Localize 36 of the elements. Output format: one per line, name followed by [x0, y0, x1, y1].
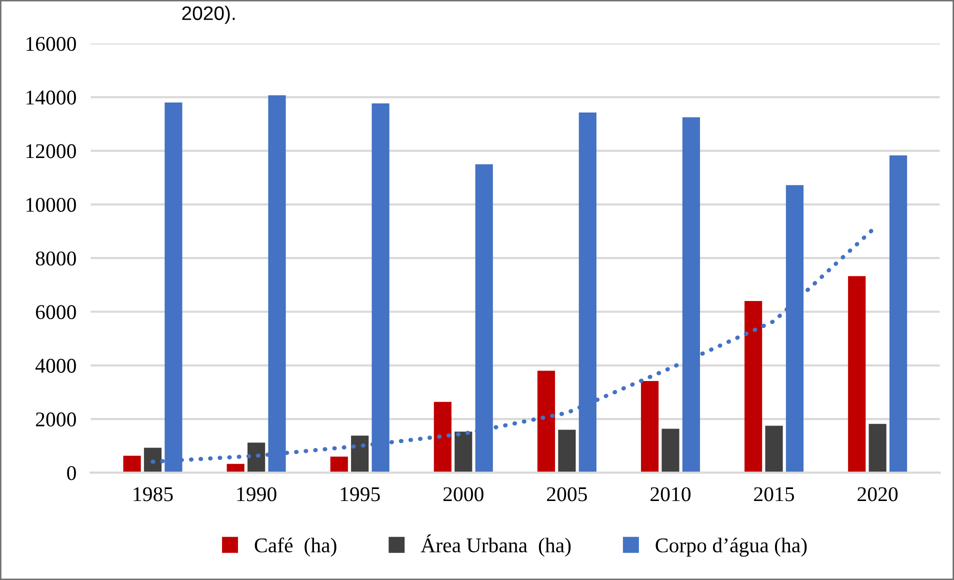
- bar: [640, 380, 659, 473]
- x-tick-label: 1985: [134, 487, 173, 502]
- y-tick-label: 2000: [36, 412, 76, 426]
- y-tick-label: 8000: [36, 251, 76, 266]
- y-tick-label: 14000: [26, 90, 76, 105]
- bar: [454, 432, 472, 473]
- bar: [351, 436, 369, 473]
- legend-label: Corpo d’água (ha): [656, 538, 807, 557]
- bar: [765, 426, 783, 473]
- bar: [248, 442, 266, 473]
- bar: [662, 428, 680, 473]
- x-tick-label: 2010: [650, 487, 691, 502]
- x-tick-label: 2015: [754, 487, 794, 502]
- y-tick-label: 4000: [35, 358, 76, 373]
- x-tick-label: 1990: [237, 487, 276, 502]
- bar: [889, 155, 908, 473]
- x-tick-label: 2020: [858, 487, 898, 502]
- y-tick-label: 16000: [26, 36, 76, 51]
- bar: [744, 301, 762, 473]
- text: 2020).: [182, 6, 235, 24]
- bar: [330, 456, 348, 473]
- x-tick-label: 1995: [340, 487, 380, 502]
- y-tick-label: 10000: [26, 198, 76, 212]
- legend-label: Café (ha): [254, 538, 336, 557]
- bar: [868, 424, 886, 473]
- x-tick-label: 2005: [547, 487, 587, 502]
- bar: [123, 456, 141, 473]
- legend-label: Área Urbana (ha): [420, 534, 571, 557]
- y-tick-label: 6000: [36, 305, 76, 320]
- bar: [537, 370, 556, 473]
- bar: [848, 276, 866, 473]
- bar: [434, 402, 452, 473]
- x-tick-label: 2000: [443, 487, 484, 502]
- y-tick-label: 12000: [26, 144, 76, 158]
- bar: [558, 430, 576, 473]
- y-tick-label: 0: [67, 466, 76, 480]
